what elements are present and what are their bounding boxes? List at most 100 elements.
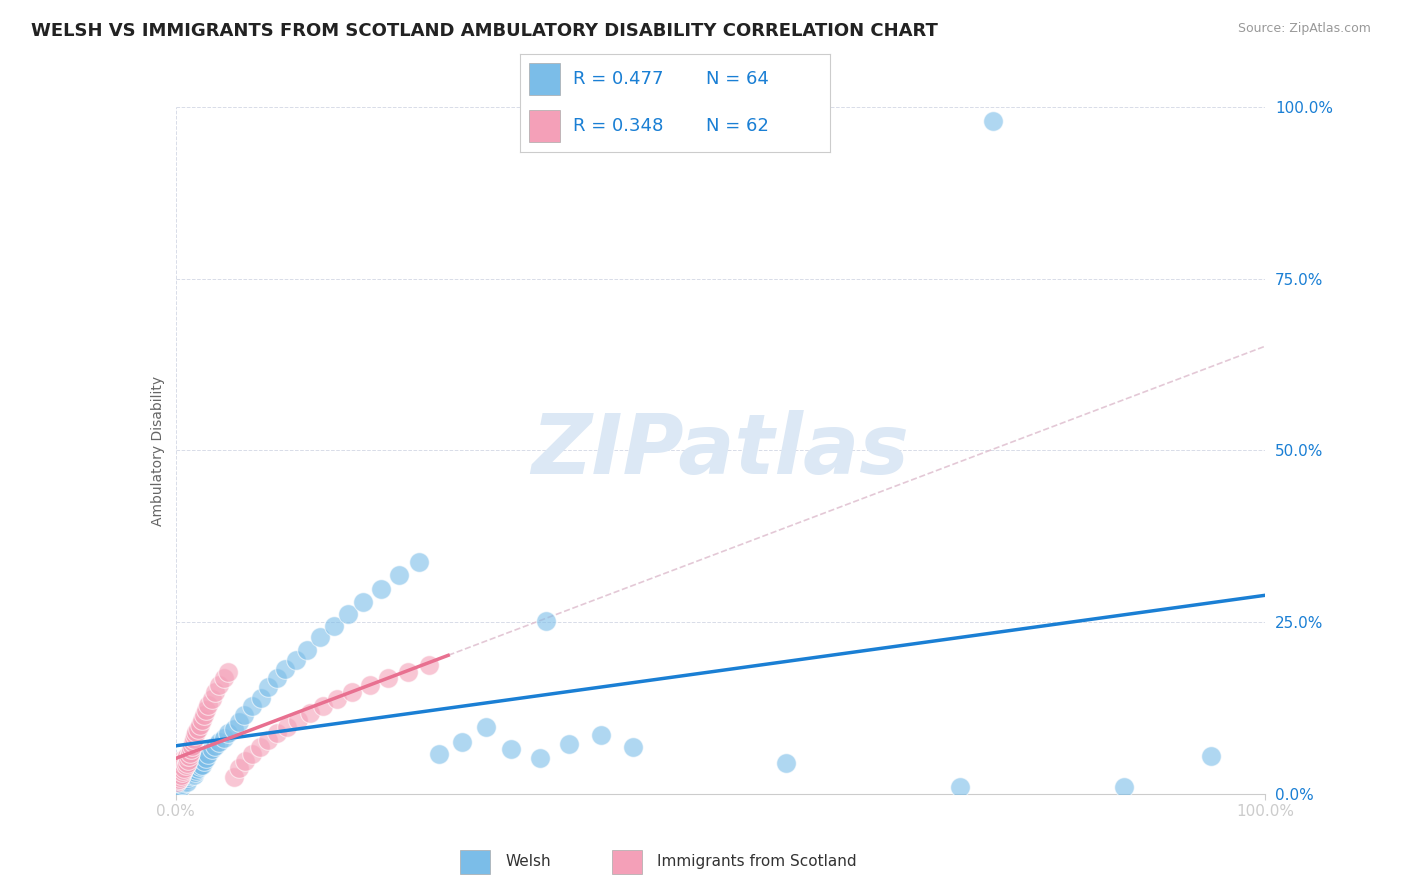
Bar (530, 63, 561, 95)
Point (377, 672, 399, 686)
Point (336, 607, 359, 621)
Point (274, 662, 297, 676)
Point (775, 756, 797, 770)
Point (166, 774, 188, 789)
Point (370, 582, 392, 597)
Point (429, 747, 451, 761)
Point (233, 707, 256, 722)
Text: R = 0.477: R = 0.477 (572, 70, 664, 88)
Point (172, 776, 194, 790)
Point (191, 713, 214, 727)
Point (208, 735, 231, 749)
Point (217, 665, 239, 679)
Point (167, 781, 190, 796)
Point (180, 742, 202, 756)
Point (352, 594, 374, 608)
Point (177, 749, 200, 764)
Point (173, 773, 195, 788)
Point (167, 767, 190, 781)
Point (193, 707, 215, 722)
Point (228, 761, 250, 775)
Point (167, 773, 190, 788)
Point (183, 767, 205, 781)
Point (295, 642, 318, 657)
Point (308, 630, 330, 644)
Point (589, 729, 612, 743)
Point (183, 731, 205, 746)
Point (169, 776, 191, 790)
Point (167, 761, 190, 775)
Point (257, 681, 280, 695)
Point (172, 763, 194, 777)
Point (167, 772, 190, 786)
Point (166, 770, 188, 784)
Point (475, 720, 498, 734)
Point (222, 722, 245, 736)
Point (534, 614, 557, 628)
Point (418, 657, 440, 672)
Point (172, 758, 194, 772)
Point (179, 766, 201, 780)
Point (235, 754, 257, 768)
Point (172, 753, 194, 767)
Point (186, 722, 209, 736)
Point (396, 665, 419, 679)
Point (197, 698, 219, 712)
Point (312, 698, 335, 713)
Point (170, 780, 193, 794)
Point (176, 772, 198, 786)
Point (201, 742, 224, 756)
Point (276, 720, 298, 734)
Point (222, 770, 245, 784)
Point (298, 706, 321, 720)
Point (188, 759, 211, 773)
Text: R = 0.348: R = 0.348 (572, 117, 664, 135)
Point (188, 718, 211, 732)
Text: ZIPatlas: ZIPatlas (531, 410, 910, 491)
Y-axis label: Ambulatory Disability: Ambulatory Disability (150, 376, 165, 525)
Point (621, 740, 644, 755)
Point (257, 733, 280, 747)
Text: WELSH VS IMMIGRANTS FROM SCOTLAND AMBULATORY DISABILITY CORRELATION CHART: WELSH VS IMMIGRANTS FROM SCOTLAND AMBULA… (31, 22, 938, 40)
Point (284, 653, 307, 667)
Point (177, 753, 200, 767)
Bar (612, 850, 643, 873)
Point (173, 761, 195, 775)
Point (177, 770, 200, 784)
Point (388, 568, 411, 582)
Point (249, 740, 271, 755)
Point (176, 774, 198, 789)
Point (167, 774, 190, 789)
Point (167, 766, 190, 780)
Text: Immigrants from Scotland: Immigrants from Scotland (658, 855, 858, 869)
Bar (530, 111, 561, 142)
Point (1199, 749, 1222, 764)
Point (172, 774, 194, 789)
Point (208, 678, 231, 692)
Point (186, 725, 208, 739)
Point (167, 764, 190, 779)
Point (359, 678, 381, 692)
Point (172, 756, 194, 770)
Point (212, 672, 235, 686)
Point (184, 729, 207, 743)
Point (180, 764, 202, 779)
Point (170, 756, 193, 770)
Point (193, 754, 215, 768)
Point (949, 780, 972, 794)
Point (266, 726, 288, 740)
Point (167, 779, 190, 793)
Point (177, 767, 200, 781)
Point (176, 749, 198, 764)
Point (179, 746, 201, 760)
Point (501, 742, 523, 756)
Point (184, 764, 207, 779)
Point (169, 763, 191, 777)
Point (529, 751, 551, 765)
Point (186, 761, 209, 775)
Point (195, 703, 218, 717)
Point (240, 698, 263, 713)
Bar (460, 850, 491, 873)
Point (249, 690, 271, 705)
Point (212, 731, 235, 745)
